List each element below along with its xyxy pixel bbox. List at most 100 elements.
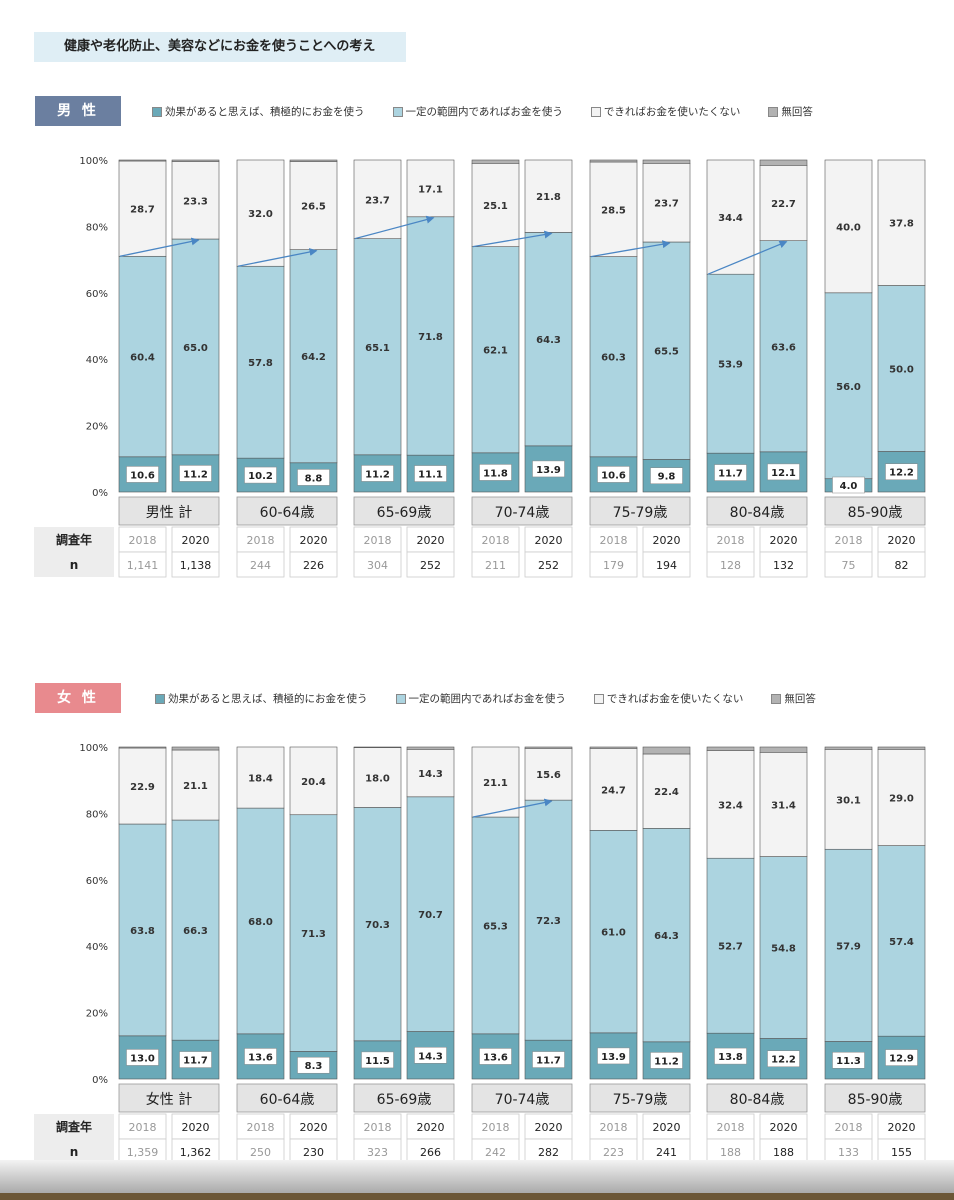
data-label-rather-not: 26.5: [301, 202, 326, 213]
data-label-within: 68.0: [248, 917, 273, 928]
bar-segment-no-answer: [590, 747, 637, 748]
category-label: 80-84歳: [730, 505, 785, 521]
n-cell-text: 1,362: [180, 1146, 212, 1159]
n-cell-text: 323: [367, 1146, 388, 1159]
data-label-active: 4.0: [840, 481, 858, 492]
data-label-within: 57.8: [248, 358, 273, 369]
year-cell-text: 2018: [717, 534, 745, 547]
year-cell-text: 2020: [300, 534, 328, 547]
year-cell-text: 2020: [417, 534, 445, 547]
data-label-active: 11.5: [365, 1056, 390, 1067]
bar-segment-no-answer: [760, 747, 807, 752]
data-label-active: 13.9: [536, 465, 561, 476]
n-cell-text: 188: [773, 1146, 794, 1159]
bar-segment-no-answer: [119, 160, 166, 161]
data-label-within: 71.3: [301, 929, 326, 940]
year-cell-text: 2020: [770, 534, 798, 547]
n-cell-text: 211: [485, 559, 506, 572]
n-cell-text: 252: [420, 559, 441, 572]
year-cell-text: 2020: [653, 534, 681, 547]
data-label-within: 60.4: [130, 353, 155, 364]
data-label-active: 12.2: [889, 468, 914, 479]
data-label-rather-not: 15.6: [536, 770, 561, 781]
data-label-active: 13.6: [248, 1052, 273, 1063]
n-cell-text: 244: [250, 559, 271, 572]
data-label-active: 11.2: [183, 469, 208, 480]
category-label: 70-74歳: [495, 505, 550, 521]
n-cell-text: 230: [303, 1146, 324, 1159]
year-cell-text: 2018: [835, 1121, 863, 1134]
n-cell-text: 194: [656, 559, 677, 572]
n-cell-text: 132: [773, 559, 794, 572]
data-label-active: 13.6: [483, 1052, 508, 1063]
year-cell-text: 2020: [888, 1121, 916, 1134]
data-label-within: 65.1: [365, 343, 390, 354]
data-label-within: 70.3: [365, 920, 390, 931]
data-label-active: 12.2: [771, 1055, 796, 1066]
category-label: 60-64歳: [260, 505, 315, 521]
data-label-rather-not: 29.0: [889, 793, 914, 804]
category-label: 70-74歳: [495, 1092, 550, 1108]
category-label: 85-90歳: [848, 505, 903, 521]
year-cell-text: 2018: [129, 534, 157, 547]
data-label-active: 10.6: [601, 470, 626, 481]
data-label-active: 11.1: [418, 470, 443, 481]
year-cell-text: 2018: [482, 534, 510, 547]
bar-segment-no-answer: [472, 160, 519, 163]
data-label-active: 11.3: [836, 1056, 861, 1067]
data-label-within: 53.9: [718, 360, 743, 371]
data-label-rather-not: 17.1: [418, 184, 443, 195]
n-cell-text: 250: [250, 1146, 271, 1159]
category-label: 男性 計: [146, 505, 192, 521]
data-label-within: 63.6: [771, 342, 796, 353]
n-cell-text: 1,141: [127, 559, 159, 572]
year-cell-text: 2020: [182, 1121, 210, 1134]
data-label-rather-not: 40.0: [836, 222, 861, 233]
data-label-active: 13.8: [718, 1052, 743, 1063]
y-tick-label: 100%: [79, 156, 108, 167]
category-label: 80-84歳: [730, 1092, 785, 1108]
y-tick-label: 60%: [86, 289, 108, 300]
data-label-within: 57.9: [836, 941, 861, 952]
data-label-within: 62.1: [483, 346, 508, 357]
n-row-header: n: [70, 558, 79, 572]
data-label-active: 11.2: [654, 1056, 679, 1067]
data-label-within: 72.3: [536, 916, 561, 927]
data-label-active: 11.7: [536, 1056, 561, 1067]
data-label-within: 64.2: [301, 352, 326, 363]
n-cell-text: 82: [895, 559, 909, 572]
data-label-rather-not: 37.8: [889, 219, 914, 230]
category-label: 女性 計: [146, 1091, 192, 1108]
n-cell-text: 241: [656, 1146, 677, 1159]
year-cell-text: 2020: [300, 1121, 328, 1134]
data-label-within: 57.4: [889, 937, 914, 948]
data-label-rather-not: 23.7: [365, 195, 390, 206]
y-tick-label: 0%: [92, 1075, 108, 1086]
data-label-rather-not: 21.8: [536, 192, 561, 203]
data-label-within: 60.3: [601, 353, 626, 364]
data-label-rather-not: 24.7: [601, 785, 626, 796]
year-cell-text: 2018: [129, 1121, 157, 1134]
data-label-active: 12.9: [889, 1054, 914, 1065]
data-label-rather-not: 28.5: [601, 205, 626, 216]
n-cell-text: 304: [367, 559, 388, 572]
year-cell-text: 2018: [600, 534, 628, 547]
n-cell-text: 155: [891, 1146, 912, 1159]
year-cell-text: 2020: [417, 1121, 445, 1134]
data-label-within: 70.7: [418, 910, 443, 921]
data-label-active: 8.3: [305, 1061, 323, 1072]
bar-segment-no-answer: [119, 747, 166, 748]
data-label-within: 64.3: [536, 335, 561, 346]
year-cell-text: 2018: [835, 534, 863, 547]
year-cell-text: 2020: [182, 534, 210, 547]
data-label-active: 13.9: [601, 1052, 626, 1063]
data-label-within: 65.5: [654, 347, 679, 358]
year-cell-text: 2018: [247, 534, 275, 547]
bar-segment-no-answer: [643, 160, 690, 163]
data-label-active: 13.0: [130, 1053, 155, 1064]
y-tick-label: 80%: [86, 222, 108, 233]
category-label: 75-79歳: [613, 505, 668, 521]
n-cell-text: 188: [720, 1146, 741, 1159]
year-cell-text: 2020: [535, 1121, 563, 1134]
y-tick-label: 80%: [86, 809, 108, 820]
